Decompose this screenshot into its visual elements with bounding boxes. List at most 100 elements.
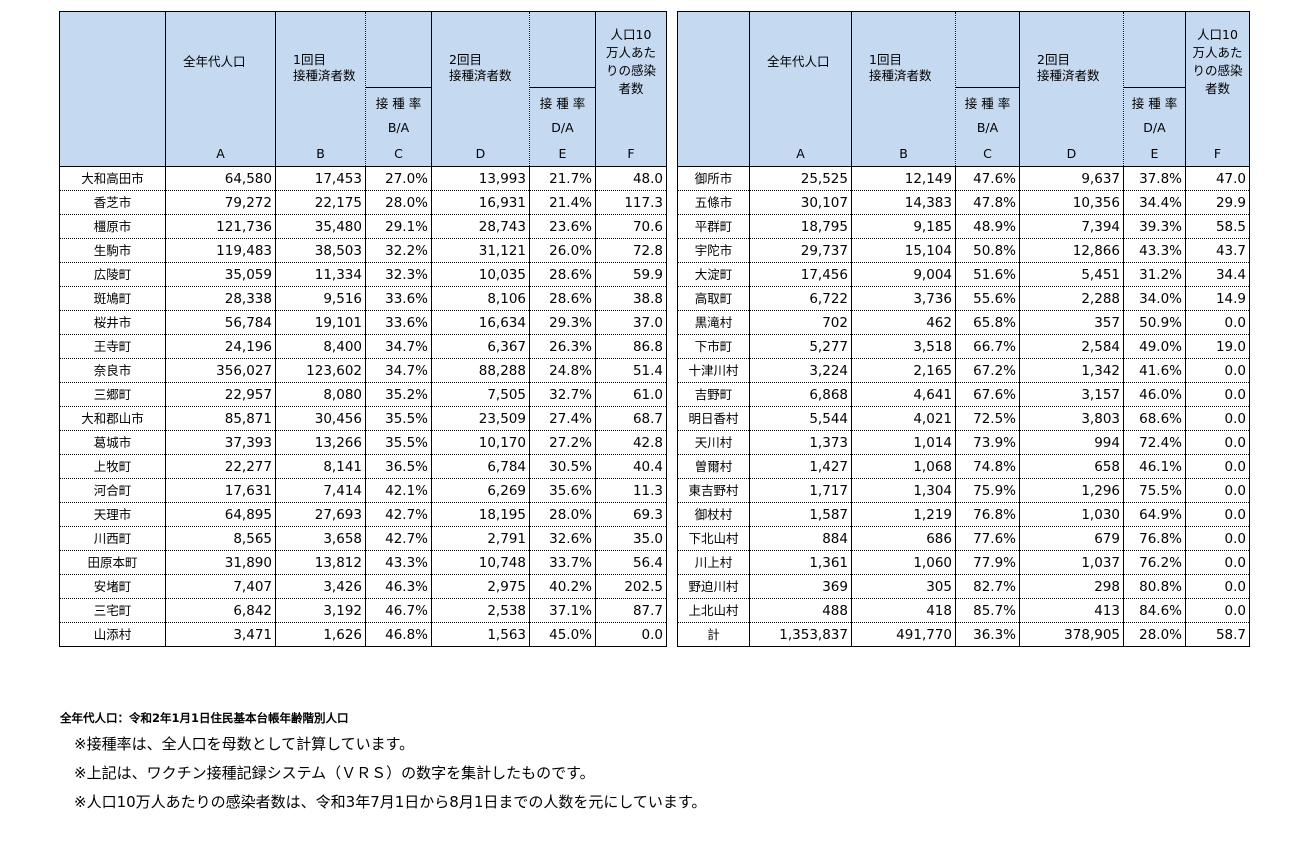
note-rate-basis: ※接種率は、全人口を母数として計算しています。 bbox=[74, 735, 415, 753]
municipality-cell: 川上村 bbox=[677, 550, 750, 575]
population-cell: 488 bbox=[749, 598, 852, 623]
header-first-line2: 接種済者数 bbox=[869, 68, 932, 83]
municipality-cell: 高取町 bbox=[677, 286, 750, 311]
table-row: 王寺町 24,196 8,400 34.7% 6,367 26.3% 86.8 bbox=[59, 334, 667, 359]
municipality-cell: 野迫川村 bbox=[677, 574, 750, 599]
first-rate-cell: 47.8% bbox=[955, 190, 1020, 215]
population-cell: 25,525 bbox=[749, 166, 852, 191]
infection-cell: 40.4 bbox=[595, 454, 667, 479]
population-cell: 884 bbox=[749, 526, 852, 551]
header-second-dose: 2回目 接種済者数 D bbox=[431, 11, 530, 167]
header-second-line2: 接種済者数 bbox=[1037, 68, 1100, 83]
second-rate-cell: 28.6% bbox=[529, 262, 596, 287]
infection-cell: 0.0 bbox=[1185, 526, 1250, 551]
second-dose-cell: 7,505 bbox=[431, 382, 530, 407]
second-dose-cell: 2,538 bbox=[431, 598, 530, 623]
second-dose-cell: 378,905 bbox=[1019, 622, 1124, 647]
table-row: 下北山村 884 686 77.6% 679 76.8% 0.0 bbox=[677, 526, 1250, 551]
municipality-cell: 安堵町 bbox=[59, 574, 166, 599]
header-letter-b: B bbox=[316, 146, 325, 161]
population-cell: 37,393 bbox=[165, 430, 276, 455]
infection-cell: 58.5 bbox=[1185, 214, 1250, 239]
second-rate-cell: 40.2% bbox=[529, 574, 596, 599]
first-dose-cell: 9,516 bbox=[275, 286, 366, 311]
second-rate-cell: 31.2% bbox=[1123, 262, 1186, 287]
second-rate-cell: 76.2% bbox=[1123, 550, 1186, 575]
table-row: 高取町 6,722 3,736 55.6% 2,288 34.0% 14.9 bbox=[677, 286, 1250, 311]
infection-cell: 35.0 bbox=[595, 526, 667, 551]
second-dose-cell: 13,993 bbox=[431, 166, 530, 191]
table-row: 山添村 3,471 1,626 46.8% 1,563 45.0% 0.0 bbox=[59, 622, 667, 647]
municipality-cell: 桜井市 bbox=[59, 310, 166, 335]
population-cell: 31,890 bbox=[165, 550, 276, 575]
first-dose-cell: 35,480 bbox=[275, 214, 366, 239]
municipality-cell: 平群町 bbox=[677, 214, 750, 239]
population-cell: 5,544 bbox=[749, 406, 852, 431]
header-inf-1: 人口10 bbox=[610, 27, 652, 42]
infection-cell: 0.0 bbox=[1185, 382, 1250, 407]
first-rate-cell: 46.7% bbox=[365, 598, 432, 623]
infection-cell: 48.0 bbox=[595, 166, 667, 191]
header-population: 全年代人口 A bbox=[165, 11, 276, 167]
header-rate-ba: 接 種 率 B/A C bbox=[955, 11, 1020, 167]
first-rate-cell: 47.6% bbox=[955, 166, 1020, 191]
table-row: 三宅町 6,842 3,192 46.7% 2,538 37.1% 87.7 bbox=[59, 598, 667, 623]
municipality-cell: 天川村 bbox=[677, 430, 750, 455]
second-rate-cell: 64.9% bbox=[1123, 502, 1186, 527]
first-dose-cell: 27,693 bbox=[275, 502, 366, 527]
municipality-cell: 広陵町 bbox=[59, 262, 166, 287]
infection-cell: 0.0 bbox=[1185, 430, 1250, 455]
population-cell: 1,353,837 bbox=[749, 622, 852, 647]
population-cell: 1,717 bbox=[749, 478, 852, 503]
second-dose-cell: 16,931 bbox=[431, 190, 530, 215]
first-dose-cell: 38,503 bbox=[275, 238, 366, 263]
municipality-cell: 橿原市 bbox=[59, 214, 166, 239]
first-dose-cell: 305 bbox=[851, 574, 956, 599]
table-row: 川上村 1,361 1,060 77.9% 1,037 76.2% 0.0 bbox=[677, 550, 1250, 575]
first-dose-cell: 1,014 bbox=[851, 430, 956, 455]
first-rate-cell: 46.8% bbox=[365, 622, 432, 647]
population-cell: 1,427 bbox=[749, 454, 852, 479]
first-rate-cell: 50.8% bbox=[955, 238, 1020, 263]
municipality-cell: 葛城市 bbox=[59, 430, 166, 455]
municipality-cell: 上北山村 bbox=[677, 598, 750, 623]
header-inf-1: 人口10 bbox=[1197, 27, 1238, 42]
table-row: 生駒市 119,483 38,503 32.2% 31,121 26.0% 72.8 bbox=[59, 238, 667, 263]
population-cell: 5,277 bbox=[749, 334, 852, 359]
second-dose-cell: 18,195 bbox=[431, 502, 530, 527]
header-municipality bbox=[677, 11, 750, 167]
second-dose-cell: 3,803 bbox=[1019, 406, 1124, 431]
first-dose-cell: 3,658 bbox=[275, 526, 366, 551]
municipality-cell: 王寺町 bbox=[59, 334, 166, 359]
population-cell: 79,272 bbox=[165, 190, 276, 215]
header-rate-label-c: 接 種 率 bbox=[375, 96, 422, 111]
vaccination-table-right: 全年代人口 A 1回目 接種済者数 B 接 種 率 B/A C 2回目 接種済者数 D… bbox=[677, 11, 1250, 647]
table-row: 香芝市 79,272 22,175 28.0% 16,931 21.4% 117.3 bbox=[59, 190, 667, 215]
second-rate-cell: 32.7% bbox=[529, 382, 596, 407]
first-rate-cell: 75.9% bbox=[955, 478, 1020, 503]
first-dose-cell: 491,770 bbox=[851, 622, 956, 647]
population-cell: 17,631 bbox=[165, 478, 276, 503]
second-rate-cell: 43.3% bbox=[1123, 238, 1186, 263]
infection-cell: 0.0 bbox=[595, 622, 667, 647]
first-dose-cell: 11,334 bbox=[275, 262, 366, 287]
second-rate-cell: 84.6% bbox=[1123, 598, 1186, 623]
table-row: 上北山村 488 418 85.7% 413 84.6% 0.0 bbox=[677, 598, 1250, 623]
municipality-cell: 下市町 bbox=[677, 334, 750, 359]
second-dose-cell: 1,342 bbox=[1019, 358, 1124, 383]
first-dose-cell: 22,175 bbox=[275, 190, 366, 215]
municipality-cell: 斑鳩町 bbox=[59, 286, 166, 311]
header-letter-d: D bbox=[1066, 146, 1077, 161]
infection-cell: 70.6 bbox=[595, 214, 667, 239]
first-rate-cell: 73.9% bbox=[955, 430, 1020, 455]
population-cell: 30,107 bbox=[749, 190, 852, 215]
infection-cell: 29.9 bbox=[1185, 190, 1250, 215]
first-dose-cell: 13,812 bbox=[275, 550, 366, 575]
infection-cell: 0.0 bbox=[1185, 502, 1250, 527]
second-dose-cell: 12,866 bbox=[1019, 238, 1124, 263]
header-second-line1: 2回目 bbox=[1037, 52, 1070, 67]
second-rate-cell: 72.4% bbox=[1123, 430, 1186, 455]
header-rate-da: 接 種 率 D/A E bbox=[1123, 11, 1186, 167]
population-cell: 64,895 bbox=[165, 502, 276, 527]
first-rate-cell: 34.7% bbox=[365, 334, 432, 359]
